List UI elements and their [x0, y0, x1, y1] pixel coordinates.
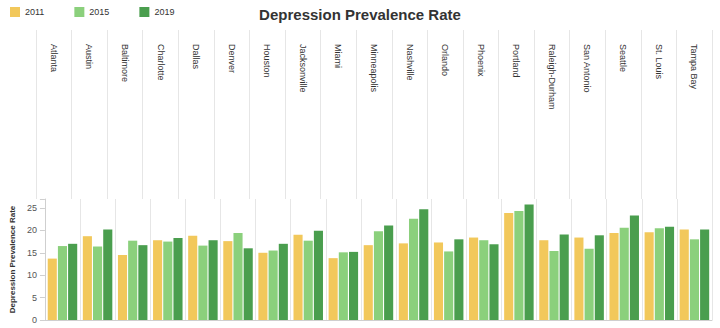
svg-text:0: 0 — [32, 315, 37, 325]
svg-text:Atlanta: Atlanta — [49, 44, 59, 72]
svg-text:Depression Prevalence Rate: Depression Prevalence Rate — [259, 6, 461, 23]
svg-text:Miami: Miami — [333, 44, 343, 68]
svg-text:Houston: Houston — [262, 44, 272, 78]
svg-text:Portland: Portland — [511, 44, 521, 78]
svg-text:Jacksonville: Jacksonville — [298, 44, 308, 93]
svg-text:Minneapolis: Minneapolis — [369, 44, 379, 93]
svg-text:25: 25 — [27, 203, 37, 213]
svg-text:Dallas: Dallas — [191, 44, 201, 70]
svg-text:St. Louis: St. Louis — [654, 44, 664, 80]
svg-text:Depression Prevalence Rate: Depression Prevalence Rate — [8, 205, 17, 313]
svg-text:5: 5 — [32, 293, 37, 303]
svg-text:10: 10 — [27, 270, 37, 280]
svg-text:Tampa Bay: Tampa Bay — [689, 44, 699, 90]
svg-text:2015: 2015 — [89, 7, 109, 17]
svg-text:Phoenix: Phoenix — [476, 44, 486, 77]
svg-text:20: 20 — [27, 225, 37, 235]
svg-text:Raleigh-Durham: Raleigh-Durham — [547, 44, 557, 110]
svg-text:Seattle: Seattle — [618, 44, 628, 72]
svg-text:Denver: Denver — [227, 44, 237, 73]
svg-text:San Antonio: San Antonio — [582, 44, 592, 93]
svg-text:Austin: Austin — [84, 44, 94, 69]
svg-text:Baltimore: Baltimore — [120, 44, 130, 82]
svg-text:15: 15 — [27, 248, 37, 258]
svg-text:2019: 2019 — [154, 7, 174, 17]
svg-text:Orlando: Orlando — [440, 44, 450, 76]
svg-text:Charlotte: Charlotte — [156, 44, 166, 81]
svg-text:Nashville: Nashville — [405, 44, 415, 81]
svg-text:2011: 2011 — [25, 7, 44, 17]
